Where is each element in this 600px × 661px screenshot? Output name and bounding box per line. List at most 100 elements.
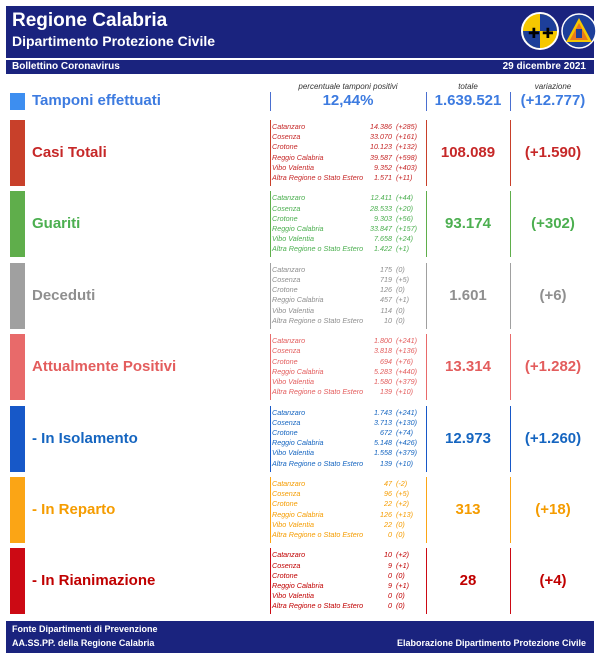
province-name: Catanzaro xyxy=(272,264,306,274)
section-color-bar xyxy=(10,262,25,329)
province-value: 3.713 xyxy=(374,417,392,427)
footer-credit: Elaborazione Dipartimento Protezione Civ… xyxy=(396,638,586,648)
province-row: Altra Regione o Stato Estero 0 (0) xyxy=(272,601,424,611)
province-row: Vibo Valentia 1.580 (+379) xyxy=(272,377,424,387)
province-delta: (+161) xyxy=(396,132,417,142)
section-reparto: - In Reparto Catanzaro 47 (-2) Cosenza 96 (+5)… xyxy=(0,477,600,543)
province-delta: (+74) xyxy=(396,427,413,437)
section-rianimazione: - In Rianimazione Catanzaro 10 (+2) Cosenza 9… xyxy=(0,548,600,615)
section-deceduti: Deceduti Catanzaro 175 (0) Cosenza 719 (+5) Cro… xyxy=(0,262,600,329)
province-name: Reggio Calabria xyxy=(272,223,324,233)
province-delta: (0) xyxy=(396,264,405,274)
province-name: Vibo Valentia xyxy=(272,448,314,458)
province-row: Catanzaro 1.743 (+241) xyxy=(272,408,424,418)
province-delta: (0) xyxy=(396,570,405,580)
province-delta: (+10) xyxy=(396,458,413,468)
province-delta: (+56) xyxy=(396,213,413,223)
regione-calabria-logo-icon: ✚ ✚ xyxy=(521,12,559,50)
province-value: 0 xyxy=(388,601,392,611)
section-color-bar xyxy=(10,334,25,401)
section-label: Attualmente Positivi xyxy=(32,358,177,376)
province-row: Catanzaro 47 (-2) xyxy=(272,479,424,489)
province-name: Catanzaro xyxy=(272,193,306,203)
province-row: Reggio Calabria 457 (+1) xyxy=(272,295,424,305)
province-name: Reggio Calabria xyxy=(272,580,324,590)
province-delta: (+241) xyxy=(396,336,417,346)
province-delta: (+1) xyxy=(396,295,409,305)
divider xyxy=(426,92,427,111)
province-value: 126 xyxy=(380,285,392,295)
province-value: 1.800 xyxy=(374,336,392,346)
province-value: 33.070 xyxy=(370,132,392,142)
province-name: Reggio Calabria xyxy=(272,509,324,519)
province-delta: (+379) xyxy=(396,376,417,386)
province-name: Crotone xyxy=(272,213,298,223)
province-delta: (+1) xyxy=(396,244,409,254)
total-column-header: totale xyxy=(458,82,478,91)
divider xyxy=(510,334,511,401)
divider xyxy=(426,120,427,186)
divider xyxy=(426,191,427,258)
province-value: 0 xyxy=(388,570,392,580)
province-delta: (0) xyxy=(396,285,405,295)
section-variation: (+1.590) xyxy=(524,144,582,161)
province-row: Reggio Calabria 9 (+1) xyxy=(272,581,424,591)
section-positivi: Attualmente Positivi Catanzaro 1.800 (+241)… xyxy=(0,334,600,401)
section-variation: (+1.282) xyxy=(524,358,582,376)
province-row: Crotone 9.303 (+56) xyxy=(272,214,424,224)
province-delta: (+379) xyxy=(396,448,417,458)
province-name: Cosenza xyxy=(272,346,301,356)
province-name: Altra Regione o Stato Estero xyxy=(272,601,364,611)
tamponi-variation: (+12.777) xyxy=(520,92,586,109)
province-row: Reggio Calabria 5.148 (+426) xyxy=(272,438,424,448)
pct-column-header: percentuale tamponi positivi xyxy=(298,82,398,91)
province-value: 9 xyxy=(388,580,392,590)
footer-source-line2: AA.SS.PP. della Regione Calabria xyxy=(12,638,155,648)
province-delta: (+5) xyxy=(396,274,409,284)
divider xyxy=(270,120,271,186)
province-breakdown: Catanzaro 175 (0) Cosenza 719 (+5) Crotone 126 (… xyxy=(272,265,424,326)
province-row: Reggio Calabria 126 (+13) xyxy=(272,510,424,520)
section-variation: (+4) xyxy=(539,572,567,590)
province-row: Catanzaro 175 (0) xyxy=(272,265,424,275)
province-row: Crotone 10.123 (+132) xyxy=(272,142,424,152)
province-delta: (+403) xyxy=(396,162,417,172)
province-row: Crotone 22 (+2) xyxy=(272,499,424,509)
province-value: 1.558 xyxy=(374,448,392,458)
divider xyxy=(510,262,511,329)
divider xyxy=(510,548,511,615)
province-delta: (+136) xyxy=(396,346,417,356)
province-delta: (+13) xyxy=(396,509,413,519)
province-value: 139 xyxy=(380,387,392,397)
province-value: 7.658 xyxy=(374,234,392,244)
province-delta: (+5) xyxy=(396,489,409,499)
province-name: Cosenza xyxy=(272,132,301,142)
province-breakdown: Catanzaro 47 (-2) Cosenza 96 (+5) Crotone 22 (+2… xyxy=(272,479,424,540)
province-delta: (+76) xyxy=(396,356,413,366)
province-value: 10 xyxy=(384,315,392,325)
section-color-bar xyxy=(10,405,25,472)
province-row: Cosenza 33.070 (+161) xyxy=(272,132,424,142)
province-value: 126 xyxy=(380,509,392,519)
province-value: 47 xyxy=(384,479,392,488)
section-color-bar xyxy=(10,191,25,258)
province-value: 719 xyxy=(380,274,392,284)
province-value: 5.148 xyxy=(374,438,392,448)
province-value: 694 xyxy=(380,356,392,366)
section-color-bar xyxy=(10,477,25,543)
section-total: 108.089 xyxy=(440,144,496,161)
province-breakdown: Catanzaro 1.743 (+241) Cosenza 3.713 (+130) Cr… xyxy=(272,408,424,469)
province-row: Crotone 126 (0) xyxy=(272,285,424,295)
section-variation: (+302) xyxy=(531,215,575,233)
variation-column-header: variazione xyxy=(534,82,572,91)
province-delta: (+20) xyxy=(396,203,413,213)
province-row: Vibo Valentia 1.558 (+379) xyxy=(272,448,424,458)
province-name: Cosenza xyxy=(272,274,301,284)
section-variation: (+18) xyxy=(535,501,571,518)
province-name: Catanzaro xyxy=(272,479,306,488)
section-total: 13.314 xyxy=(445,358,491,376)
province-delta: (-2) xyxy=(396,479,408,488)
section-variation: (+1.260) xyxy=(524,429,582,447)
province-value: 1.580 xyxy=(374,376,392,386)
province-row: Altra Regione o Stato Estero 1.422 (+1) xyxy=(272,244,424,254)
